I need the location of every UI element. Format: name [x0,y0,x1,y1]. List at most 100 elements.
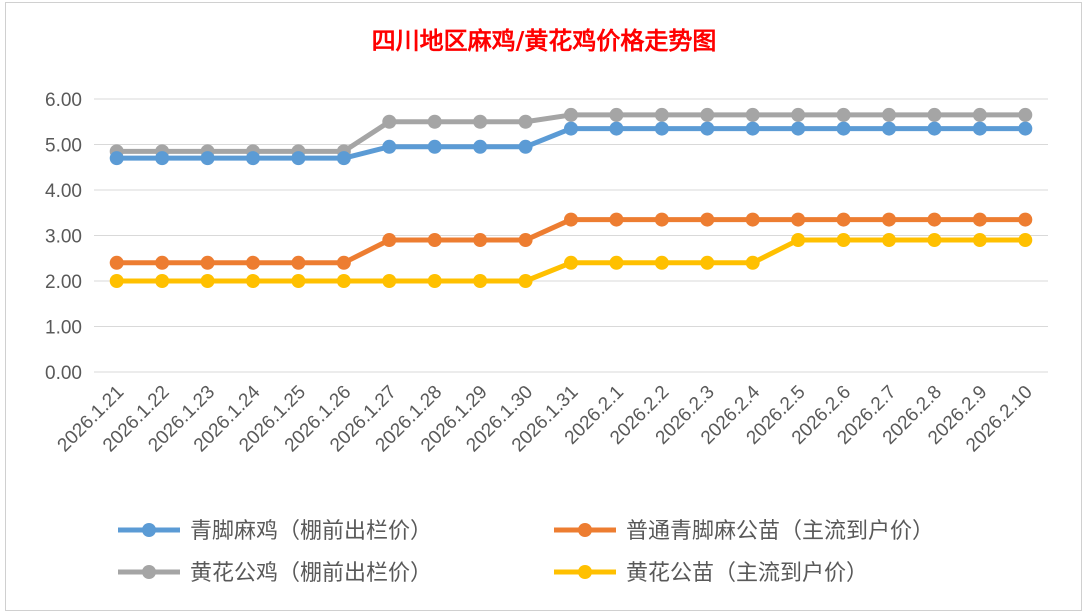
data-point [927,107,942,122]
data-point [972,212,987,227]
data-point [473,114,488,129]
legend-swatch-marker [142,523,156,537]
series-lines [109,107,1033,288]
data-point [473,274,488,288]
data-point [564,107,578,122]
data-point [246,151,260,166]
data-point [791,107,806,122]
data-point [246,274,260,288]
data-point [882,107,896,122]
data-point [564,121,578,136]
data-point [927,121,942,136]
legend-label: 普通青脚麻公苗（主流到户价） [626,519,934,544]
data-point [1018,121,1033,136]
legend-item: 普通青脚麻公苗（主流到户价） [554,519,934,544]
data-point [564,255,578,270]
data-point [109,274,124,288]
data-point [473,139,488,154]
data-point [654,121,669,136]
data-point [109,151,124,166]
data-point [336,151,351,166]
data-point [791,233,806,248]
data-point [927,233,942,248]
data-point [291,274,306,288]
data-point [882,121,896,136]
data-point [700,255,715,270]
data-point [427,114,442,129]
data-point [473,233,488,248]
data-point [518,233,533,248]
y-tick-label: 2.00 [45,272,82,293]
data-point [791,121,806,136]
data-point [564,212,578,227]
y-tick-label: 0.00 [45,363,82,384]
y-tick-label: 3.00 [45,227,82,248]
legend-item: 黄花公苗（主流到户价） [554,561,868,586]
data-point [291,151,306,166]
x-axis-ticks: 2026.1.212026.1.222026.1.232026.1.242026… [54,381,1037,456]
series-1 [109,121,1033,166]
data-point [745,212,760,227]
data-point [882,212,896,227]
data-point [336,274,351,288]
legend-swatch-marker [578,565,592,579]
data-point [836,233,851,248]
data-point [200,151,215,166]
data-point [427,139,442,154]
data-point [972,107,987,122]
y-tick-label: 4.00 [45,181,82,202]
data-point [609,255,624,270]
data-point [291,255,306,270]
data-point [1018,212,1033,227]
data-point [700,212,715,227]
data-point [518,139,533,154]
series-2 [109,212,1033,270]
legend-item: 青脚麻鸡（棚前出栏价） [118,519,432,544]
data-point [246,255,260,270]
y-axis-ticks: 0.00 1.00 2.00 3.00 4.00 5.00 6.00 [45,90,82,384]
legend-label: 青脚麻鸡（棚前出栏价） [190,519,432,544]
y-tick-label: 6.00 [45,90,82,111]
data-point [791,212,806,227]
data-point [700,107,715,122]
data-point [382,274,397,288]
data-point [745,107,760,122]
data-point [427,233,442,248]
data-point [609,107,624,122]
data-point [700,121,715,136]
series-4 [109,233,1033,288]
data-point [836,121,851,136]
data-point [609,121,624,136]
data-point [1018,107,1033,122]
data-point [654,212,669,227]
data-point [654,107,669,122]
data-point [382,233,397,248]
data-point [155,274,170,288]
y-tick-label: 5.00 [45,136,82,157]
data-point [927,212,942,227]
legend-swatch-marker [142,565,156,579]
y-tick-label: 1.00 [45,318,82,339]
data-point [836,212,851,227]
chart-frame: 四川地区麻鸡/黄花鸡价格走势图 0.00 1.00 2.00 3.00 4.00 5.00… [5,2,1082,611]
grid-lines [94,98,1048,373]
data-point [609,212,624,227]
data-point [518,114,533,129]
data-point [1018,233,1033,248]
legend-swatch-marker [578,523,592,537]
data-point [336,255,351,270]
legend-label: 黄花公苗（主流到户价） [626,561,868,586]
legend: 青脚麻鸡（棚前出栏价） 普通青脚麻公苗（主流到户价） 黄花公鸡（棚前出栏价） 黄花公苗… [118,519,934,586]
data-point [972,233,987,248]
data-point [155,151,170,166]
data-point [200,255,215,270]
data-point [518,274,533,288]
data-point [200,274,215,288]
data-point [654,255,669,270]
data-point [745,121,760,136]
data-point [155,255,170,270]
data-point [882,233,896,248]
data-point [382,114,397,129]
data-point [427,274,442,288]
data-point [836,107,851,122]
